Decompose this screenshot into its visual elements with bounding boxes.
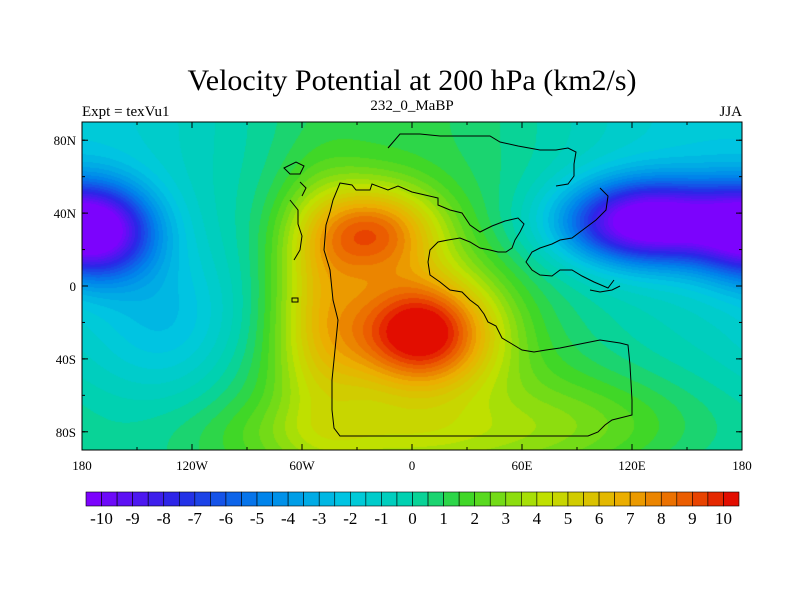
colorbar-box [304, 492, 320, 506]
colorbar-label: 9 [688, 509, 697, 528]
plot-area [82, 122, 742, 450]
colorbar-box [708, 492, 724, 506]
colorbar-box [102, 492, 118, 506]
x-tick-label: 180 [72, 458, 92, 473]
y-tick-label: 80S [56, 425, 76, 440]
colorbar-box [226, 492, 242, 506]
colorbar-box [552, 492, 568, 506]
colorbar-box [630, 492, 646, 506]
x-tick-label: 120E [618, 458, 646, 473]
colorbar-label: -6 [219, 509, 233, 528]
colorbar-label: -10 [90, 509, 113, 528]
colorbar-label: -7 [188, 509, 203, 528]
colorbar-box [117, 492, 133, 506]
y-axis-labels: 80N 40N 0 40S 80S [54, 133, 77, 440]
subtitle-center: 232_0_MaBP [370, 98, 453, 114]
colorbar-box [366, 492, 382, 506]
colorbar-label: -8 [157, 509, 171, 528]
x-tick-label: 60W [289, 458, 315, 473]
colorbar-box [584, 492, 600, 506]
colorbar-box [521, 492, 537, 506]
colorbar [86, 492, 739, 506]
subtitle-right: JJA [719, 104, 742, 120]
colorbar-box [490, 492, 506, 506]
colorbar-box [148, 492, 164, 506]
colorbar-box [506, 492, 522, 506]
colorbar-box [164, 492, 180, 506]
chart-title: Velocity Potential at 200 hPa (km2/s) [187, 64, 636, 97]
colorbar-label: 5 [564, 509, 573, 528]
colorbar-box [397, 492, 413, 506]
colorbar-label: 10 [715, 509, 732, 528]
colorbar-box [273, 492, 289, 506]
colorbar-box [444, 492, 460, 506]
colorbar-box [475, 492, 491, 506]
colorbar-box [381, 492, 397, 506]
colorbar-box [692, 492, 708, 506]
chart-figure: Velocity Potential at 200 hPa (km2/s) Ex… [0, 0, 800, 600]
colorbar-box [428, 492, 444, 506]
colorbar-box [133, 492, 149, 506]
colorbar-box [210, 492, 226, 506]
colorbar-label: 6 [595, 509, 604, 528]
x-tick-label: 0 [409, 458, 416, 473]
colorbar-label: -1 [374, 509, 388, 528]
colorbar-box [195, 492, 211, 506]
colorbar-box [413, 492, 429, 506]
colorbar-labels: -10 -9 -8 -7 -6 -5 -4 -3 -2 -1 0 1 2 3 4… [90, 509, 732, 528]
subtitle-left: Expt = texVu1 [82, 104, 170, 120]
colorbar-label: -2 [343, 509, 357, 528]
colorbar-box [241, 492, 257, 506]
y-tick-label: 40S [56, 352, 76, 367]
colorbar-box [86, 492, 102, 506]
colorbar-label: 3 [502, 509, 511, 528]
x-tick-label: 180 [732, 458, 752, 473]
colorbar-box [599, 492, 615, 506]
colorbar-box [319, 492, 335, 506]
colorbar-box [459, 492, 475, 506]
x-tick-label: 120W [176, 458, 209, 473]
colorbar-label: 0 [408, 509, 417, 528]
colorbar-box [677, 492, 693, 506]
colorbar-box [537, 492, 553, 506]
colorbar-box [646, 492, 662, 506]
colorbar-box [723, 492, 739, 506]
x-axis-labels: 180 120W 60W 0 60E 120E 180 [72, 458, 752, 473]
colorbar-label: 8 [657, 509, 666, 528]
chart-svg: Velocity Potential at 200 hPa (km2/s) Ex… [0, 0, 800, 600]
velocity-potential-field [82, 122, 742, 450]
colorbar-box [179, 492, 195, 506]
colorbar-label: 4 [533, 509, 542, 528]
colorbar-label: 2 [470, 509, 479, 528]
x-tick-label: 60E [512, 458, 533, 473]
colorbar-box [288, 492, 304, 506]
colorbar-label: -9 [126, 509, 140, 528]
colorbar-label: -4 [281, 509, 296, 528]
colorbar-label: -3 [312, 509, 326, 528]
colorbar-box [350, 492, 366, 506]
y-tick-label: 40N [54, 206, 77, 221]
colorbar-box [335, 492, 351, 506]
colorbar-label: 1 [439, 509, 448, 528]
colorbar-box [568, 492, 584, 506]
colorbar-label: -5 [250, 509, 264, 528]
y-tick-label: 80N [54, 133, 77, 148]
colorbar-label: 7 [626, 509, 635, 528]
colorbar-box [615, 492, 631, 506]
colorbar-box [257, 492, 273, 506]
colorbar-box [661, 492, 677, 506]
y-tick-label: 0 [70, 279, 77, 294]
